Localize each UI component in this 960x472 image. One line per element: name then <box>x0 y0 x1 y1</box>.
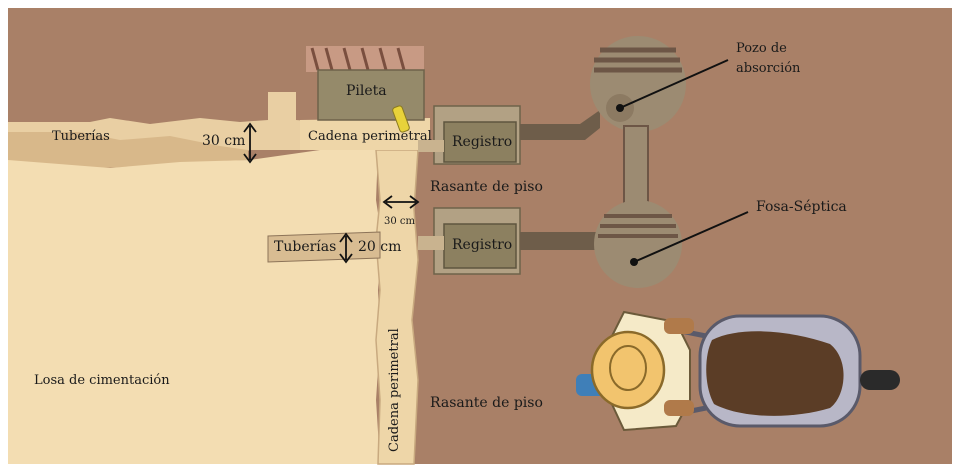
dim-arrow-20 <box>339 232 353 264</box>
wheelbarrow-wheel <box>860 370 900 390</box>
dim-arrow-30-top <box>243 122 257 164</box>
worker-glove-top <box>664 318 694 334</box>
worker-hat <box>590 330 666 410</box>
pipe-registro-fosa <box>520 232 600 250</box>
tuberias-top-label: Tuberías <box>52 129 110 144</box>
pileta-label: Pileta <box>346 83 387 99</box>
cadena-vertical-label: Cadena perimetral <box>387 328 402 452</box>
pozo-label-line1: Pozo de <box>736 41 787 56</box>
worker-hat-crown <box>609 345 647 391</box>
rasante-mid-label: Rasante de piso <box>430 179 543 195</box>
fosa-label: Fosa-Séptica <box>756 199 847 215</box>
cadena-top-label: Cadena perimetral <box>308 129 432 144</box>
fosa-tank <box>594 200 682 288</box>
pipe-slab-registro-bottom <box>418 236 444 250</box>
losa-slab <box>8 150 382 464</box>
pipe-registro-pozo <box>520 110 600 140</box>
faucet-icon <box>392 105 410 133</box>
pozo-leader-dot <box>616 104 624 112</box>
registro-top-label: Registro <box>452 134 513 150</box>
dim-30-vertical-label: 30 cm <box>384 216 415 227</box>
fosa-leader-dot <box>630 258 638 266</box>
rasante-bottom-label: Rasante de piso <box>430 395 543 411</box>
tuberias-top-band <box>8 132 248 170</box>
losa-label: Losa de cimentación <box>34 373 170 388</box>
dim-arrow-30-horizontal <box>382 195 420 209</box>
pileta-body <box>317 69 425 121</box>
pipe-pozo-fosa <box>623 125 649 211</box>
worker-wheelbarrow-illustration <box>576 310 900 432</box>
pozo-stripes <box>594 47 682 73</box>
fosa-stripes <box>598 214 678 238</box>
pipe-slab-registro-top <box>418 140 444 152</box>
worker-glove-bottom <box>664 400 694 416</box>
dim-30-top-label: 30 cm <box>202 133 246 149</box>
registro-bottom-label: Registro <box>452 237 513 253</box>
pileta-stripes <box>310 47 406 71</box>
dim-20-label: 20 cm <box>358 239 402 255</box>
cadena-top-strip <box>300 118 430 150</box>
pozo-label-line2: absorción <box>736 61 801 76</box>
pozo-leader-line <box>619 59 729 109</box>
fosa-leader-line <box>633 211 749 263</box>
tuberias-mid-label: Tuberías <box>274 239 337 255</box>
wheelbarrow-dirt <box>706 331 844 416</box>
